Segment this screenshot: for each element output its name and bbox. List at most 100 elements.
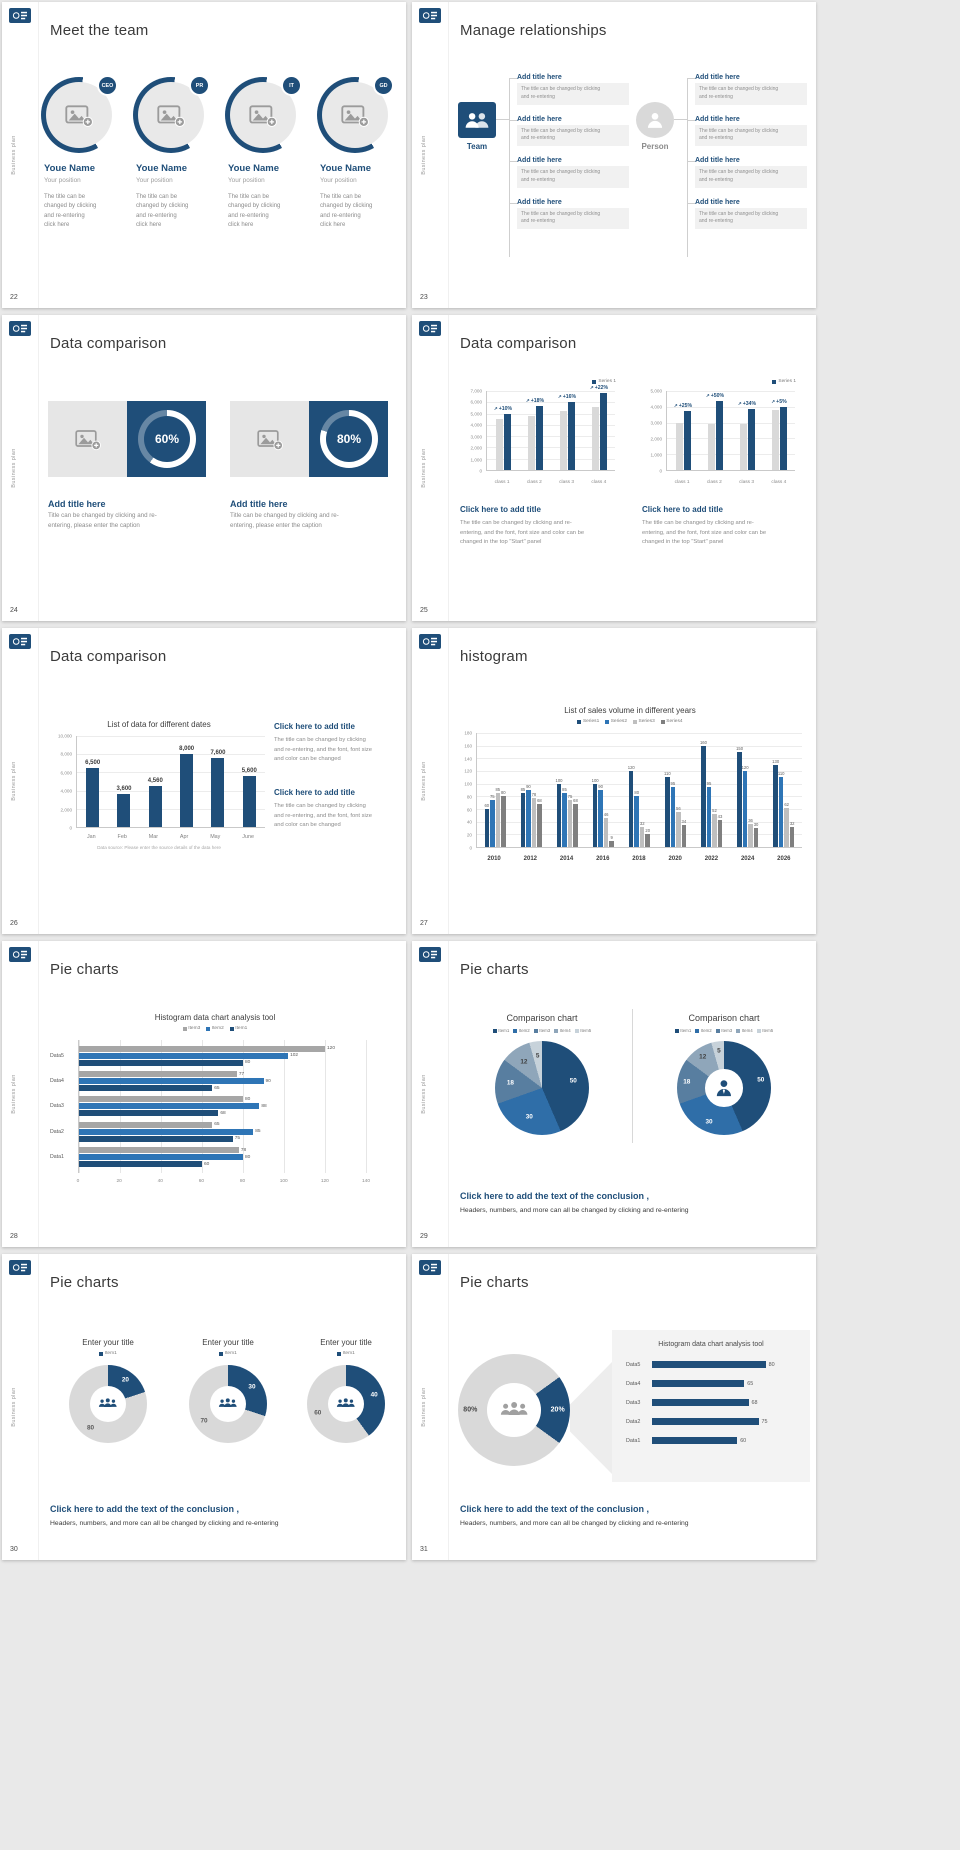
y-axis-labels: 7,000 6,000 5,000 4,000 3,000 2,000 1,000 0 [464,388,484,474]
legend-label: Item2 [518,1028,530,1033]
category-label: Data4 [626,1380,641,1387]
chart-title: Enter your title [320,1338,372,1347]
box-text-line: and re-entering [521,176,555,183]
bar-group: ↗ +5% [768,391,790,470]
bar-group: ↗ +50% [704,391,726,470]
y-axis-label: 7,000 [470,388,483,394]
team-icon [458,102,496,138]
value-label: 120 [741,765,749,771]
slide-29-pie-charts[interactable]: Business plan Pie charts Comparison char… [412,941,816,1247]
sidebar-vertical-label: Business plan [421,448,427,488]
bar-wrap: 120 [741,733,749,847]
value-label: 3,600 [116,786,132,793]
bar [148,785,162,827]
legend-item: Series3 [633,719,655,724]
y-axis-label: 180 [464,730,472,736]
slide-22-meet-the-team[interactable]: Business plan Meet the team CEO Youe Name… [2,2,406,308]
legend-label: Series4 [666,719,683,724]
slice-value-label: 18 [506,1079,514,1087]
bars: 77 90 65 [79,1071,366,1092]
x-axis-label: 2024 [740,856,755,862]
donut-hole [328,1386,364,1422]
school-logo-icon [419,321,441,336]
value-label: 32 [639,820,645,826]
bar-wrap: 9 [609,733,614,847]
donut-chart: 50 30 18 12 5 [677,1041,771,1135]
legend-label: Item1 [235,1026,248,1031]
block-title: Click here to add title [274,722,355,731]
team-member: GD Youe Name Your position The title can be… [317,75,406,230]
slide-23-manage-relationships[interactable]: Business plan Manage relationships Team A… [412,2,816,308]
bar-group: 130 110 62 32 [772,733,795,847]
x-axis-label: May [210,834,221,840]
conclusion-text: Headers, numbers, and more can all be ch… [460,1207,689,1214]
y-axis-label: 10,000 [57,733,72,739]
slide-24-data-comparison[interactable]: Business plan Data comparison 60% Add ti… [2,315,406,621]
slice-value-label: 30 [525,1113,533,1121]
legend-swatch [206,1026,211,1031]
bar-primary [747,408,755,470]
bar-group: 120 80 32 20 [628,733,650,847]
slide-31-pie-charts[interactable]: Business plan Pie charts 20% 80% Histogra… [412,1254,816,1560]
value-label: 8,000 [179,746,195,753]
slide-28-pie-charts[interactable]: Business plan Pie charts Histogram data … [2,941,406,1247]
x-axis-label: class 3 [739,480,755,485]
growth-value: +25% [678,402,693,409]
panel-bar-rows: Data5 80 Data4 65 Data3 68 Data2 75 Data1 60 [626,1355,794,1450]
gridline [667,422,795,424]
box-text-line: and re-entering [521,93,555,100]
legend-item: Item1 [337,1351,355,1356]
arrow-up-icon: ↗ [557,393,562,399]
bar-group: 4,560 [147,736,163,827]
bar [652,1380,745,1387]
bar [520,793,526,847]
relation-box: Add title here The title can be changed b… [509,157,629,188]
category-label: Data4 [50,1078,64,1085]
bar-secondary [559,411,567,470]
bar-secondary [495,419,503,470]
connector-line [687,79,688,257]
slide-27-histogram[interactable]: Business plan histogram List of sales vo… [412,628,816,934]
y-axis-label: 0 [69,825,72,831]
slide-26-data-comparison[interactable]: Business plan Data comparison List of da… [2,628,406,934]
bar-groups: ↗ +10% ↗ +18% ↗ +16% ↗ +22% [487,385,615,470]
y-axis-labels: 10,000 8,000 6,000 4,000 2,000 0 [50,733,74,831]
legend-item: Item2 [513,1028,530,1033]
box-body: The title can be changed by clicking and … [695,83,807,105]
block-text-line: The title can be changed by clicking and… [460,520,572,526]
member-name: Youe Name [136,163,188,174]
team-icon [465,113,489,128]
bar-group: ↗ +16% [556,391,578,470]
description-line: The title can be [320,194,362,200]
donut-chart-block: Enter your title Item1 20 80 [52,1338,164,1443]
team-member: CEO Youe Name Your position The title can b… [41,75,136,230]
value-label: 60 [740,1437,747,1444]
y-axis-label: 3,000 [470,434,483,440]
media-block: 60% [48,401,206,477]
legend-swatch [715,1028,720,1033]
bar-wrap: 110 [664,733,671,847]
slide-25-data-comparison[interactable]: Business plan Data comparison Series 1 7,… [412,315,816,621]
bar-groups: 60 75 85 80 85 90 78 68 100 85 75 68 100 90 46 9 120 80 32… [477,733,802,847]
bar-secondary [739,424,747,470]
slide-sidebar: Business plan [412,2,449,308]
bar [79,1071,237,1078]
box-body: The title can be changed by clicking and … [517,83,629,105]
legend-item: Item1 [674,1028,691,1033]
sidebar-vertical-label: Business plan [11,448,17,488]
category-label: Data1 [626,1437,641,1444]
box-text-line: The title can be changed by clicking [521,86,601,92]
bar [79,1085,213,1092]
chart-legend: Item1 [52,1351,164,1356]
chart-plot: Data5 120 102 80 Data4 77 90 65 Data3 80 88 68 Data2… [50,1040,367,1173]
relation-box: Add title here The title can be changed b… [509,116,629,146]
slide-sidebar: Business plan [2,628,39,934]
bar [211,757,225,827]
bar-group: 160 95 52 43 [700,733,722,847]
bar-wrap: 120 [79,1045,366,1052]
gridline [477,745,802,747]
bar [556,783,562,847]
progress-donut: 60% [138,410,196,468]
value-label: 60 [204,1161,210,1167]
slide-30-pie-charts[interactable]: Business plan Pie charts Enter your titl… [2,1254,406,1560]
